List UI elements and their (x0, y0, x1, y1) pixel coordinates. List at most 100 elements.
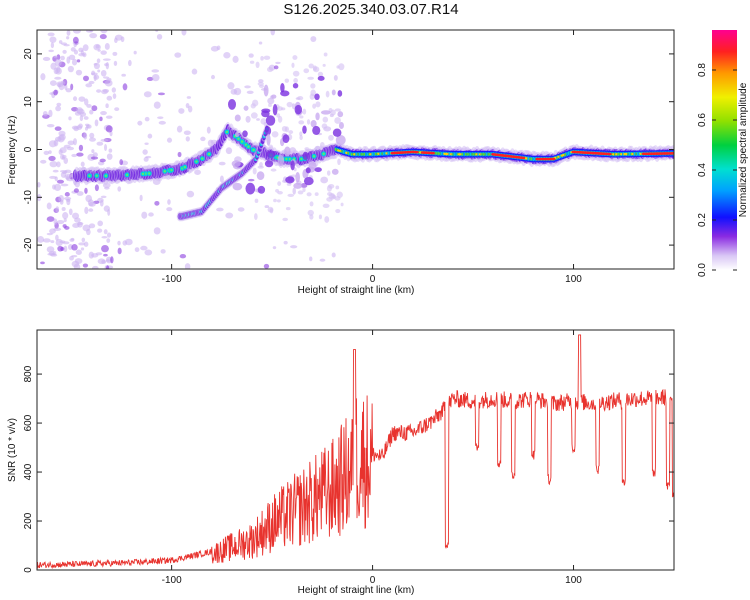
noise-speckle (103, 229, 108, 235)
colorbar-ticks: 0.0 0.2 0.4 0.6 0.8 (697, 63, 737, 277)
noise-speckle (187, 105, 193, 113)
noise-speckle (54, 183, 62, 192)
spectrogram-x-tick-label: -100 (162, 274, 182, 285)
snr-axes: -100 0 100 0 200 400 600 800 (23, 330, 674, 586)
noise-speckle (291, 62, 295, 68)
noise-speckle (73, 188, 79, 193)
noise-speckle (107, 209, 111, 216)
fan-blob (277, 154, 285, 167)
fan-blob (261, 108, 271, 113)
noise-speckle (97, 220, 104, 227)
noise-speckle (89, 109, 94, 115)
ridge-green (225, 130, 229, 134)
noise-speckle (49, 36, 57, 43)
noise-speckle (65, 175, 69, 181)
snr-series-line (37, 334, 674, 570)
noise-speckle (55, 206, 60, 213)
noise-speckle (309, 256, 313, 262)
noise-speckle (56, 219, 65, 225)
snr-panel: -100 0 100 0 200 400 600 800 Height of straight… (7, 329, 675, 596)
noise-speckle (100, 195, 107, 199)
noise-speckle (114, 107, 120, 112)
noise-speckle (60, 153, 65, 160)
noise-speckle (191, 68, 198, 75)
noise-speckle (153, 227, 161, 235)
spectrogram-x-label: Height of straight line (km) (298, 285, 415, 296)
noise-speckle (245, 115, 251, 123)
ridge-green (288, 157, 291, 161)
noise-speckle (140, 245, 148, 251)
noise-speckle (309, 201, 314, 207)
noise-speckle (277, 190, 283, 195)
noise-speckle (57, 135, 65, 143)
snr-y-tick-label: 400 (23, 463, 34, 480)
noise-speckle (56, 179, 65, 184)
noise-speckle (288, 130, 294, 135)
noise-speckle (257, 81, 264, 86)
noise-speckle (315, 101, 321, 108)
fan-blob (337, 90, 343, 97)
fan-blob (265, 115, 276, 126)
noise-speckle (260, 56, 264, 61)
noise-speckle (91, 105, 98, 112)
noise-speckle (272, 246, 277, 250)
noise-speckle (40, 159, 47, 164)
noise-speckle (113, 60, 118, 66)
noise-speckle (110, 256, 114, 264)
fan-blob (335, 134, 346, 146)
noise-speckle (260, 118, 267, 125)
fan-blob (294, 104, 303, 115)
fan-blob (303, 177, 314, 186)
noise-speckle (302, 108, 307, 115)
noise-speckle (299, 131, 303, 137)
noise-speckle (156, 33, 163, 40)
noise-speckle (144, 116, 150, 122)
noise-speckle (100, 110, 107, 116)
noise-speckle (325, 90, 330, 98)
noise-speckle (186, 190, 195, 198)
noise-speckle (340, 202, 344, 207)
noise-speckle (90, 156, 99, 160)
noise-speckle (292, 70, 300, 77)
noise-speckle (157, 92, 166, 96)
noise-speckle (314, 192, 319, 196)
noise-speckle (328, 134, 334, 141)
noise-speckle (310, 89, 317, 97)
noise-speckle (307, 209, 314, 216)
ridge-red (521, 156, 526, 160)
noise-speckle (117, 240, 121, 246)
noise-speckle (270, 30, 276, 36)
noise-speckle (83, 116, 89, 120)
noise-speckle (104, 79, 113, 87)
spectrogram-y-tick-label: 0 (23, 146, 34, 152)
colorbar-gradient (712, 30, 737, 270)
noise-speckle (100, 69, 107, 77)
noise-speckle (78, 96, 86, 102)
noise-speckle (60, 80, 65, 86)
noise-speckle (89, 132, 95, 139)
snr-x-tick-label: 0 (370, 575, 376, 586)
noise-speckle (127, 59, 132, 67)
noise-speckle (142, 149, 148, 155)
noise-speckle (73, 30, 81, 34)
noise-speckle (100, 30, 108, 34)
noise-speckle (237, 207, 245, 212)
noise-speckle (105, 125, 113, 133)
noise-speckle (89, 30, 94, 33)
noise-speckle (60, 183, 69, 187)
noise-speckle (69, 238, 75, 242)
noise-speckle (86, 104, 92, 108)
noise-speckle (49, 80, 57, 86)
noise-speckle (216, 207, 224, 212)
colorbar-tick-label: 0.0 (697, 263, 708, 277)
colorbar-tick-label: 0.6 (697, 113, 708, 127)
noise-speckle (95, 252, 103, 256)
noise-speckle (336, 191, 343, 198)
noise-speckle (102, 76, 110, 79)
fan-blob (305, 167, 311, 174)
ridge-green (237, 137, 240, 140)
colorbar-tick-label: 0.8 (697, 63, 708, 77)
fan-blob (263, 84, 269, 97)
noise-speckle (55, 105, 61, 112)
